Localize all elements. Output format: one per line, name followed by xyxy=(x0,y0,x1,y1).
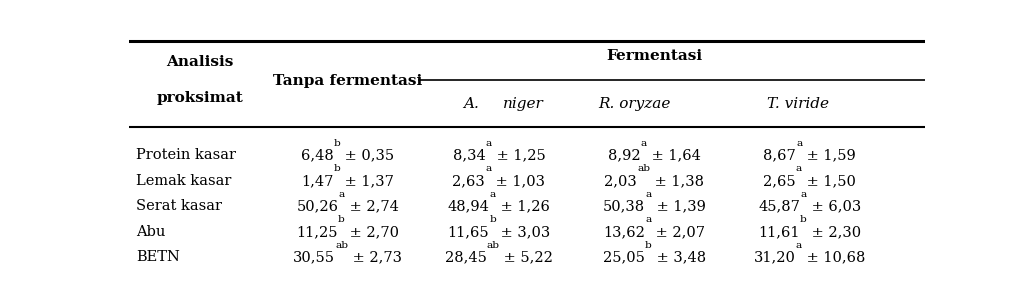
Text: a: a xyxy=(796,164,802,173)
Text: Protein kasar: Protein kasar xyxy=(137,148,236,162)
Text: ± 3,48: ± 3,48 xyxy=(652,251,705,264)
Text: Analisis: Analisis xyxy=(167,55,234,69)
Text: b: b xyxy=(489,215,497,224)
Text: A.: A. xyxy=(463,97,479,111)
Text: b: b xyxy=(338,215,344,224)
Text: ± 1,38: ± 1,38 xyxy=(650,174,704,188)
Text: ± 1,59: ± 1,59 xyxy=(802,148,856,162)
Text: 8,67: 8,67 xyxy=(764,148,796,162)
Text: a: a xyxy=(801,190,807,199)
Text: ± 2,70: ± 2,70 xyxy=(344,225,399,239)
Text: 8,92: 8,92 xyxy=(608,148,640,162)
Text: ab: ab xyxy=(637,164,650,173)
Text: a: a xyxy=(485,164,491,173)
Text: 30,55: 30,55 xyxy=(293,251,335,264)
Text: ± 2,74: ± 2,74 xyxy=(344,199,399,213)
Text: a: a xyxy=(646,215,652,224)
Text: ± 1,25: ± 1,25 xyxy=(491,148,545,162)
Text: ± 3,03: ± 3,03 xyxy=(497,225,550,239)
Text: a: a xyxy=(485,139,491,148)
Text: 48,94: 48,94 xyxy=(448,199,489,213)
Text: niger: niger xyxy=(503,97,544,111)
Text: a: a xyxy=(646,190,652,199)
Text: 25,05: 25,05 xyxy=(603,251,645,264)
Text: ± 1,03: ± 1,03 xyxy=(491,174,546,188)
Text: 2,63: 2,63 xyxy=(452,174,485,188)
Text: 11,65: 11,65 xyxy=(447,225,489,239)
Text: ab: ab xyxy=(486,241,500,250)
Text: 28,45: 28,45 xyxy=(444,251,486,264)
Text: a: a xyxy=(338,190,344,199)
Text: ± 6,03: ± 6,03 xyxy=(807,199,860,213)
Text: BETN: BETN xyxy=(137,251,180,264)
Text: Abu: Abu xyxy=(137,225,166,239)
Text: b: b xyxy=(333,139,340,148)
Text: 11,61: 11,61 xyxy=(759,225,800,239)
Text: 45,87: 45,87 xyxy=(759,199,801,213)
Text: ± 1,39: ± 1,39 xyxy=(652,199,705,213)
Text: ± 1,50: ± 1,50 xyxy=(802,174,856,188)
Text: 13,62: 13,62 xyxy=(603,225,646,239)
Text: Lemak kasar: Lemak kasar xyxy=(137,174,232,188)
Text: ± 1,26: ± 1,26 xyxy=(497,199,550,213)
Text: 11,25: 11,25 xyxy=(296,225,338,239)
Text: ± 1,37: ± 1,37 xyxy=(340,174,394,188)
Text: a: a xyxy=(640,139,647,148)
Text: ± 2,07: ± 2,07 xyxy=(652,225,705,239)
Text: 50,38: 50,38 xyxy=(603,199,646,213)
Text: b: b xyxy=(800,215,807,224)
Text: ± 5,22: ± 5,22 xyxy=(500,251,553,264)
Text: ab: ab xyxy=(335,241,348,250)
Text: 1,47: 1,47 xyxy=(301,174,333,188)
Text: 2,03: 2,03 xyxy=(604,174,637,188)
Text: R. oryzae: R. oryzae xyxy=(598,97,670,111)
Text: b: b xyxy=(333,164,340,173)
Text: 31,20: 31,20 xyxy=(754,251,796,264)
Text: Serat kasar: Serat kasar xyxy=(137,199,222,213)
Text: ± 2,73: ± 2,73 xyxy=(348,251,402,264)
Text: Tanpa fermentasi: Tanpa fermentasi xyxy=(273,74,423,88)
Text: proksimat: proksimat xyxy=(157,91,244,105)
Text: 6,48: 6,48 xyxy=(301,148,333,162)
Text: a: a xyxy=(796,139,802,148)
Text: Fermentasi: Fermentasi xyxy=(607,49,702,62)
Text: ± 0,35: ± 0,35 xyxy=(340,148,395,162)
Text: a: a xyxy=(796,241,802,250)
Text: ± 10,68: ± 10,68 xyxy=(802,251,866,264)
Text: 50,26: 50,26 xyxy=(296,199,338,213)
Text: ± 1,64: ± 1,64 xyxy=(647,148,701,162)
Text: 2,65: 2,65 xyxy=(764,174,796,188)
Text: a: a xyxy=(489,190,497,199)
Text: 8,34: 8,34 xyxy=(452,148,485,162)
Text: T. viride: T. viride xyxy=(767,97,829,111)
Text: ± 2,30: ± 2,30 xyxy=(807,225,860,239)
Text: b: b xyxy=(645,241,652,250)
